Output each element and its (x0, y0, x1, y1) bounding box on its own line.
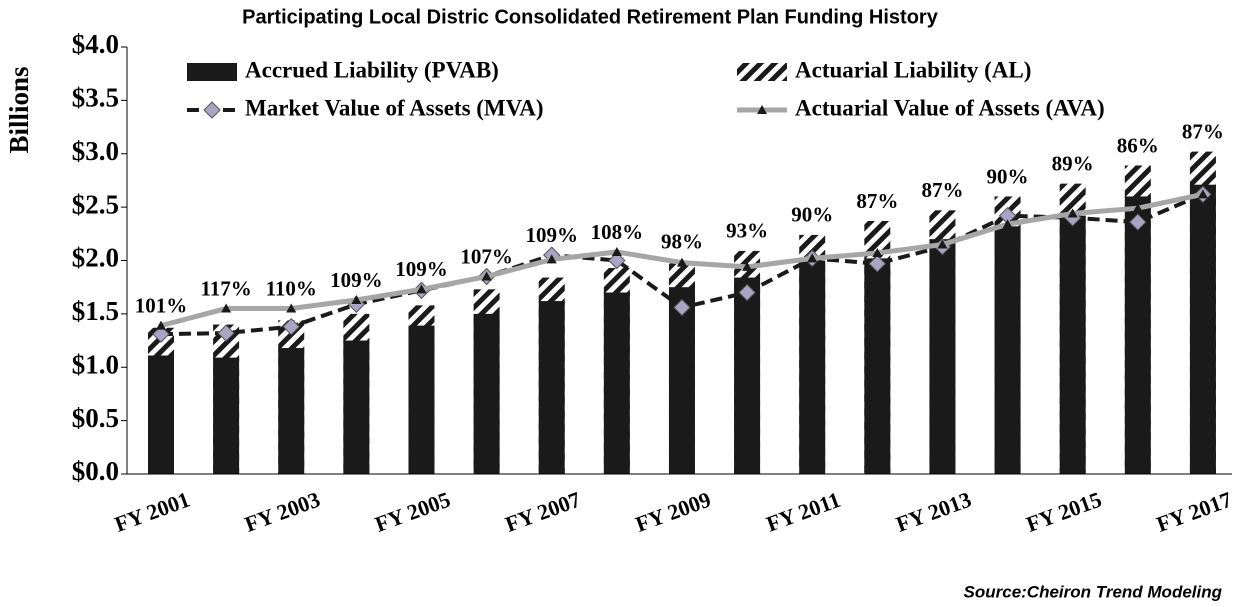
bar (473, 313, 500, 474)
y-tick-label: $4.0 (72, 29, 119, 59)
marker (868, 254, 887, 273)
marker (156, 320, 166, 330)
bar (799, 260, 826, 474)
marker (1132, 203, 1143, 213)
marker (546, 254, 557, 264)
marker (286, 303, 297, 313)
x-tick-label: FY 2007 (502, 487, 584, 537)
y-tick-label: $3.0 (72, 136, 119, 166)
bar (929, 239, 956, 474)
marker (1197, 189, 1208, 199)
legend-label: Actuarial Value of Assets (AVA) (795, 95, 1105, 120)
data-label: 109% (395, 257, 448, 281)
legend-swatch (187, 63, 237, 81)
legend-label: Market Value of Assets (MVA) (245, 95, 544, 120)
y-tick-label: $2.5 (72, 189, 119, 219)
bar (343, 340, 370, 474)
data-label: 108% (591, 220, 644, 244)
legend-label: Actuarial Liability (AL) (795, 57, 1031, 82)
data-label: 87% (1182, 119, 1224, 143)
y-axis-label: Billions (4, 66, 34, 153)
y-tick-label: $2.0 (72, 243, 119, 273)
bar (538, 301, 565, 474)
marker (217, 324, 235, 342)
data-label: 110% (266, 276, 317, 300)
y-tick-label: $3.5 (72, 83, 119, 113)
x-tick-label: FY 2013 (893, 487, 975, 537)
x-tick-label: FY 2005 (372, 487, 454, 537)
data-label: 117% (200, 276, 251, 300)
marker (1067, 208, 1078, 218)
bar (1124, 196, 1151, 474)
data-label: 90% (987, 164, 1029, 188)
marker (738, 283, 756, 302)
legend-item: Market Value of Assets (MVA) (187, 95, 544, 120)
x-tick-label: FY 2011 (763, 487, 844, 537)
bar (734, 277, 761, 474)
legend-label: Accrued Liability (PVAB) (245, 57, 499, 82)
legend-item: Actuarial Value of Assets (AVA) (737, 95, 1105, 120)
x-tick-label: FY 2009 (632, 487, 714, 537)
marker (152, 325, 170, 343)
x-tick-label: FY 2001 (111, 487, 193, 537)
data-label: 109% (330, 268, 383, 292)
bar (278, 348, 305, 474)
data-label: 101% (135, 293, 188, 317)
x-tick-label: FY 2015 (1023, 487, 1105, 537)
marker (221, 303, 232, 313)
bar (994, 226, 1021, 474)
data-label: 109% (525, 223, 578, 247)
data-label: 87% (921, 178, 963, 202)
marker (608, 251, 626, 270)
data-label: 98% (661, 229, 703, 253)
y-tick-label: $0.5 (72, 403, 119, 433)
marker (282, 317, 300, 336)
data-label: 90% (791, 203, 833, 227)
marker (807, 253, 818, 263)
marker (1129, 213, 1147, 231)
bar (213, 357, 240, 474)
y-tick-label: $1.5 (72, 296, 119, 326)
bar (668, 287, 695, 474)
marker (757, 105, 767, 114)
marker (937, 239, 948, 249)
marker (673, 298, 691, 317)
data-label: 89% (1052, 151, 1094, 175)
chart-title: Participating Local Distric Consolidated… (242, 6, 939, 28)
legend-item: Accrued Liability (PVAB) (187, 57, 499, 82)
marker (676, 257, 687, 267)
x-tick-label: FY 2003 (241, 487, 323, 537)
bar (148, 355, 174, 474)
data-label: 86% (1117, 133, 1159, 157)
marker (481, 271, 492, 281)
marker (611, 246, 622, 256)
bar (1059, 215, 1086, 475)
marker (872, 248, 883, 258)
marker (742, 261, 753, 271)
marker (203, 101, 221, 119)
source: Source:Cheiron Trend Modeling (964, 582, 1223, 601)
bar (603, 292, 630, 474)
data-label: 107% (460, 244, 513, 268)
data-label: 93% (726, 219, 768, 243)
bar (864, 258, 891, 474)
bar (1189, 184, 1216, 474)
y-tick-label: $1.0 (72, 349, 119, 379)
legend-item: Actuarial Liability (AL) (737, 57, 1031, 82)
bar (408, 325, 435, 474)
x-tick-label: FY 2017 (1153, 487, 1235, 537)
legend-swatch (737, 63, 787, 81)
marker (351, 294, 362, 304)
y-tick-label: $0.0 (72, 456, 119, 486)
data-label: 87% (856, 189, 898, 213)
marker (1002, 219, 1013, 229)
marker (416, 284, 427, 294)
